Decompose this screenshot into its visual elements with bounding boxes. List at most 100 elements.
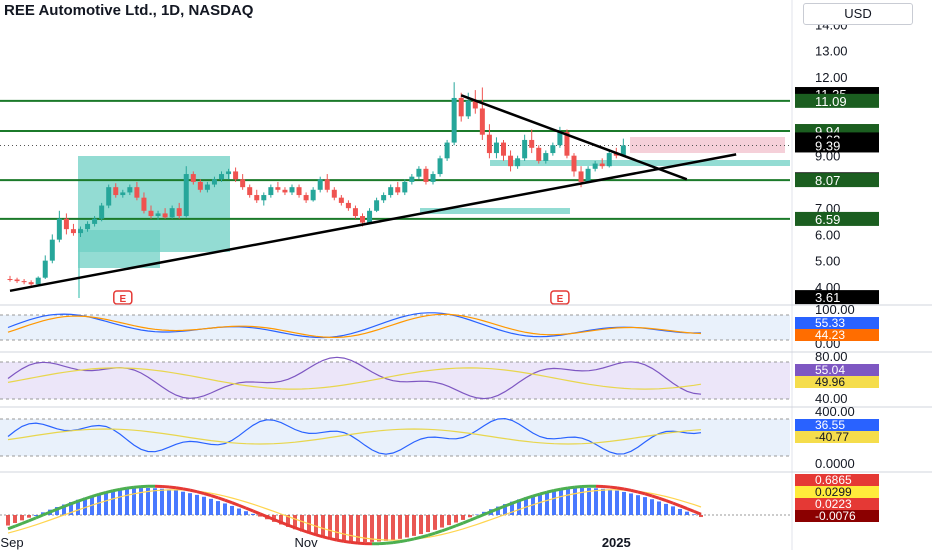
macd-line-segment xyxy=(315,533,324,539)
panel-axis-label: 0.0000 xyxy=(815,456,855,471)
macd-line-segment xyxy=(231,501,240,507)
panel-value-tag xyxy=(795,317,879,329)
candle-body xyxy=(21,281,27,283)
price-tag xyxy=(795,290,879,305)
macd-histogram-bar xyxy=(349,515,353,542)
price-tag-label: 8.07 xyxy=(815,173,840,188)
candle-body xyxy=(35,277,41,285)
macd-line-segment xyxy=(497,504,506,511)
candle-body xyxy=(550,145,556,154)
panel-value-tag xyxy=(795,329,879,341)
macd-histogram-bar xyxy=(545,492,549,515)
candle-body xyxy=(70,229,76,234)
macd-histogram-bar xyxy=(622,491,626,515)
candle-body xyxy=(219,174,224,180)
macd-line-segment xyxy=(679,504,688,510)
macd-line-segment xyxy=(28,516,37,523)
macd-histogram-bar xyxy=(6,515,10,526)
macd-histogram-bar xyxy=(587,488,591,515)
macd-histogram-bar xyxy=(377,515,381,542)
macd-histogram-bar xyxy=(594,488,598,515)
macd-line-segment xyxy=(385,541,394,545)
macd-histogram-bar xyxy=(62,504,66,515)
macd-histogram-bar xyxy=(321,515,325,538)
macd-signal-line xyxy=(7,489,702,541)
macd-line-segment xyxy=(567,485,576,490)
macd-histogram-bar xyxy=(678,508,682,515)
macd-histogram-bar xyxy=(524,497,528,515)
macd-histogram-bar xyxy=(132,488,136,515)
macd-histogram-bar xyxy=(202,496,206,515)
rsi-ma-line xyxy=(7,367,702,390)
macd-line-segment xyxy=(21,519,30,525)
macd-line-segment xyxy=(462,518,471,525)
candle-body xyxy=(317,179,323,190)
candle-body xyxy=(226,171,232,175)
macd-line-segment xyxy=(252,509,261,516)
macd-line-segment xyxy=(161,484,170,489)
macd-line-segment xyxy=(546,489,555,494)
panel-axis-label: 80.00 xyxy=(815,349,848,364)
cci-line xyxy=(7,417,702,455)
candle-body xyxy=(303,195,309,201)
macd-histogram-bar xyxy=(286,515,290,527)
candle-body xyxy=(402,181,408,193)
candle-body xyxy=(409,176,415,182)
macd-histogram-bar xyxy=(664,503,668,515)
macd-line-segment xyxy=(483,510,492,516)
macd-line-segment xyxy=(329,537,338,542)
macd-line-segment xyxy=(469,516,478,522)
currency-button[interactable]: USD xyxy=(803,3,913,25)
time-axis-label: Nov xyxy=(295,535,319,550)
macd-line-segment xyxy=(504,501,513,508)
candle-body xyxy=(190,174,196,182)
price-axis-label: 12.00 xyxy=(815,70,848,85)
macd-line-segment xyxy=(126,485,135,490)
candle-body xyxy=(508,155,514,167)
candle-body xyxy=(183,174,189,217)
macd-histogram-bar xyxy=(391,515,395,540)
macd-line-segment xyxy=(175,486,184,491)
support-zone xyxy=(78,228,80,298)
macd-line-segment xyxy=(623,487,632,492)
macd-histogram-bar xyxy=(643,497,647,515)
panel-value-tag-label: -40.77 xyxy=(815,430,849,444)
panel-value-tag xyxy=(795,431,879,443)
panel-value-tag-label: 49.96 xyxy=(815,375,845,389)
candle-body xyxy=(585,168,591,182)
candle-body xyxy=(557,132,563,146)
time-axis-label: 2025 xyxy=(602,535,631,550)
candle-body xyxy=(458,97,464,117)
macd-histogram-bar xyxy=(580,488,584,515)
macd-histogram-bar xyxy=(258,515,262,517)
macd-line-segment xyxy=(308,531,317,537)
macd-histogram-bar xyxy=(384,515,388,541)
macd-histogram-bar xyxy=(76,499,80,515)
macd-line-segment xyxy=(273,518,282,524)
macd-line-segment xyxy=(84,495,93,501)
macd-histogram-bar xyxy=(363,515,367,542)
candle-body xyxy=(465,100,471,117)
macd-line-segment xyxy=(574,485,583,489)
candle-body xyxy=(233,171,239,180)
candle-body xyxy=(331,189,337,198)
macd-line-segment xyxy=(266,515,275,521)
macd-line-segment xyxy=(672,501,681,508)
candle-body xyxy=(204,184,210,190)
candle-body xyxy=(247,187,253,196)
macd-line-segment xyxy=(490,507,499,514)
candle-body xyxy=(141,197,147,211)
macd-line-segment xyxy=(651,494,660,500)
panel-value-tag xyxy=(795,474,879,486)
macd-histogram-bar xyxy=(251,513,255,515)
macd-histogram-bar xyxy=(356,515,360,542)
candle-body xyxy=(275,187,281,190)
macd-line-segment xyxy=(413,535,422,541)
stoch-d-line xyxy=(7,313,702,338)
price-tag-label: 9.39 xyxy=(815,138,840,153)
macd-line-segment xyxy=(301,528,310,535)
macd-histogram-bar xyxy=(160,488,164,515)
macd-histogram-bar xyxy=(601,488,605,515)
price-tag xyxy=(795,138,879,153)
